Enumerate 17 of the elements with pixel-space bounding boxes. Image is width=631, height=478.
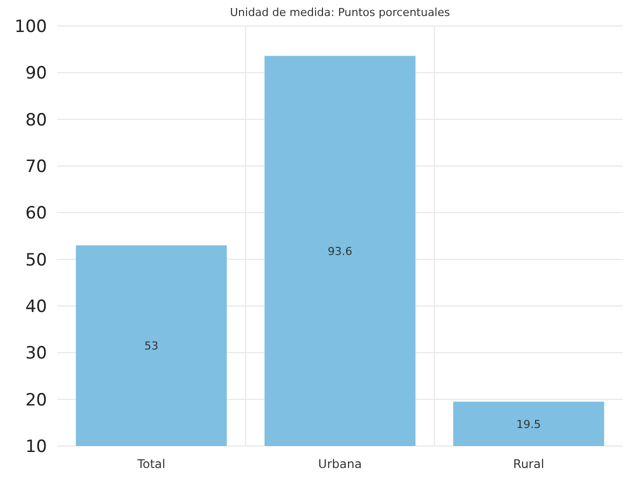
y-tick-label: 30: [25, 344, 47, 364]
data-label: 93.6: [328, 244, 352, 258]
data-label: 53: [144, 340, 158, 353]
y-tick-label: 90: [25, 64, 47, 84]
y-tick-label: 50: [25, 250, 47, 270]
x-tick-label: Rural: [513, 457, 544, 471]
y-tick-label: 100: [14, 17, 47, 37]
data-label: 19.5: [516, 418, 541, 431]
x-tick-label: Total: [136, 457, 166, 471]
y-tick-label: 40: [25, 297, 47, 317]
y-tick-label: 60: [25, 204, 47, 224]
chart-subtitle: Unidad de medida: Puntos porcentuales: [230, 6, 450, 19]
y-tick-label: 70: [25, 157, 47, 177]
y-tick-label: 80: [25, 110, 47, 130]
y-tick-label: 10: [25, 437, 47, 457]
y-tick-label: 20: [25, 390, 47, 410]
x-tick-label: Urbana: [318, 457, 362, 471]
